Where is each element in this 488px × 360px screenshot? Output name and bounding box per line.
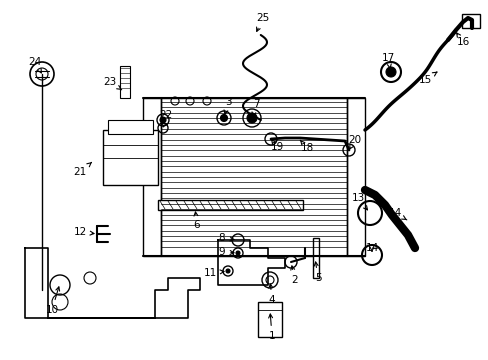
Bar: [461, 14, 479, 28]
Text: 4: 4: [268, 284, 275, 305]
Bar: [120, 66, 130, 98]
Text: 19: 19: [270, 139, 283, 152]
Text: 11: 11: [203, 268, 224, 278]
Circle shape: [236, 251, 240, 255]
Text: 3: 3: [224, 97, 231, 114]
Bar: [108, 120, 153, 134]
Text: 20: 20: [348, 135, 361, 149]
Bar: [346, 98, 364, 256]
Text: 21: 21: [73, 162, 91, 177]
Bar: [312, 238, 318, 278]
Text: 7: 7: [251, 99, 259, 116]
Bar: [161, 98, 346, 256]
Circle shape: [385, 67, 395, 77]
Text: 1: 1: [268, 314, 275, 341]
Text: 23: 23: [103, 77, 122, 90]
Circle shape: [160, 117, 165, 123]
Bar: [158, 200, 303, 210]
Circle shape: [225, 269, 229, 273]
Text: 18: 18: [300, 140, 313, 153]
Text: 5: 5: [314, 262, 321, 283]
Bar: [258, 302, 282, 337]
Text: 8: 8: [218, 233, 234, 243]
Text: 6: 6: [193, 212, 200, 230]
Text: 16: 16: [455, 33, 468, 47]
Text: 9: 9: [218, 247, 234, 257]
Circle shape: [220, 114, 227, 122]
Text: 14: 14: [387, 208, 406, 220]
Text: 22: 22: [159, 110, 172, 127]
Text: 12: 12: [73, 227, 94, 237]
Bar: [103, 130, 158, 185]
Text: 10: 10: [45, 287, 60, 315]
Text: 15: 15: [418, 72, 436, 85]
Text: 25: 25: [256, 13, 269, 31]
Text: 2: 2: [290, 266, 298, 285]
Text: 24: 24: [28, 57, 41, 73]
Text: 14: 14: [365, 243, 378, 253]
Text: 13: 13: [351, 193, 367, 210]
Bar: [142, 98, 161, 256]
Text: 17: 17: [381, 53, 394, 69]
Circle shape: [246, 113, 257, 123]
